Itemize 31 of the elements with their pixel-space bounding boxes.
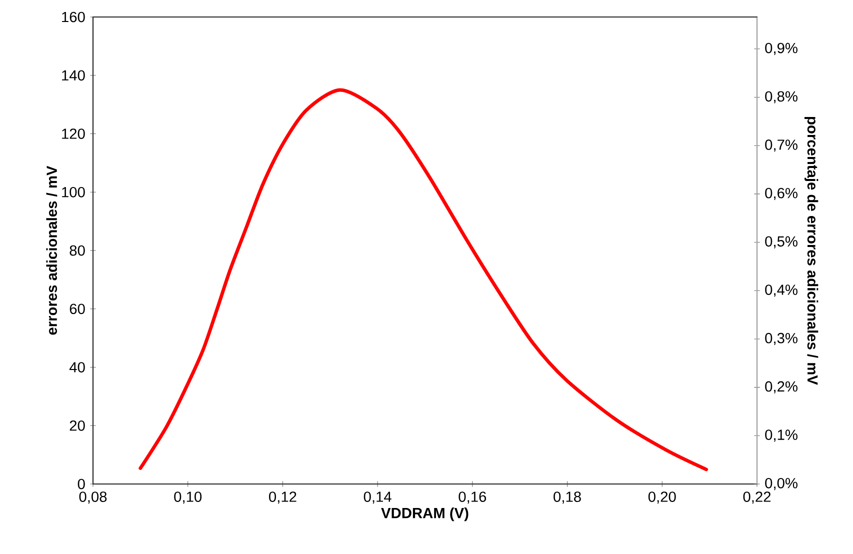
x-tick-label: 0,20 (648, 492, 676, 504)
y2-tick-label: 0,7% (765, 140, 798, 152)
x-tick-label: 0,18 (554, 492, 581, 504)
y2-tick-label: 0,4% (765, 284, 798, 297)
x-tick-label: 0,22 (743, 492, 771, 504)
y2-tick-label: 0,0% (765, 478, 798, 490)
y-tick-label: 60 (70, 304, 85, 314)
y-tick-label: 100 (62, 186, 85, 198)
x-tick-label: 0,12 (269, 492, 296, 504)
x-tick-label: 0,10 (174, 492, 202, 504)
y-tick-label: 0 (78, 478, 85, 490)
y2-tick-label: 0,5% (765, 236, 798, 248)
x-tick-label: 0,14 (364, 492, 392, 504)
y2-axis-title: porcentaje de errores adicionales / mV (804, 116, 818, 385)
x-tick-label: 0,16 (458, 492, 486, 504)
x-axis-title: VDDRAM (V) (381, 508, 468, 522)
y2-tick-label: 0,6% (765, 188, 798, 200)
y2-tick-label: 0,3% (765, 332, 798, 346)
y-tick-label: 40 (69, 362, 85, 372)
y-tick-label: 120 (62, 128, 85, 139)
y2-tick-label: 0,1% (765, 430, 798, 442)
x-tick-label: 0,08 (79, 492, 107, 504)
y2-tick-label: 0,2% (765, 381, 798, 394)
y-axis-title: errores adicionales / mV (46, 166, 58, 335)
y-tick-label: 160 (62, 12, 85, 22)
line-series (138, 88, 708, 472)
y-tick-label: 20 (70, 420, 85, 431)
y-tick-label: 140 (62, 70, 85, 81)
y2-tick-label: 0,8% (765, 91, 798, 104)
y-tick-label: 80 (70, 245, 85, 256)
y2-tick-label: 0,9% (765, 42, 798, 55)
